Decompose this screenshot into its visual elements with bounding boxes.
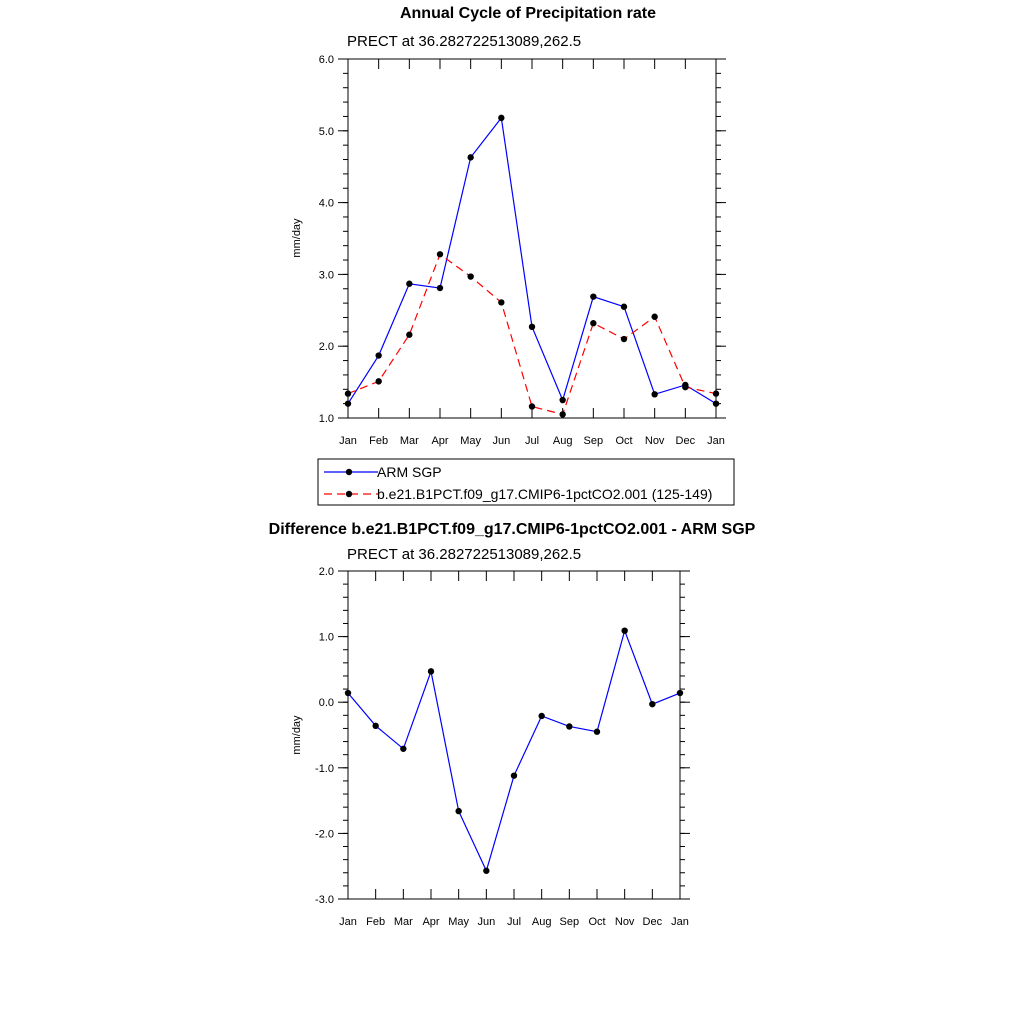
y-tick-label: 2.0	[319, 341, 334, 353]
x-tick-label: Apr	[431, 435, 448, 447]
data-point	[528, 403, 536, 410]
data-point	[372, 722, 379, 730]
y-tick-label: 4.0	[319, 198, 334, 210]
y-tick-label: 2.0	[319, 566, 334, 578]
legend-label: b.e21.B1PCT.f09_g17.CMIP6-1pctCO2.001 (1…	[377, 486, 712, 502]
data-point	[712, 400, 720, 407]
data-point	[712, 390, 720, 397]
x-tick-label: Oct	[615, 435, 632, 447]
y-tick-label: 3.0	[319, 269, 334, 281]
x-tick-label: Feb	[366, 916, 385, 928]
data-point	[406, 280, 413, 287]
x-tick-label: Aug	[553, 435, 573, 447]
chart-subtitle: PRECT at 36.282722513089,262.5	[347, 33, 581, 50]
plot-frame	[347, 58, 717, 419]
data-point	[406, 331, 413, 338]
x-tick-label: May	[460, 435, 481, 447]
data-point	[344, 390, 352, 397]
x-tick-label: Jun	[492, 435, 510, 447]
y-tick-label: 1.0	[319, 632, 334, 644]
data-point	[590, 320, 597, 327]
chart-panel-1: Annual Cycle of Precipitation rate PRECT …	[291, 5, 735, 506]
x-tick-label: Jun	[477, 916, 495, 928]
chart-title: Difference b.e21.B1PCT.f09_g17.CMIP6-1pc…	[269, 521, 756, 538]
data-point	[467, 154, 474, 161]
legend-label: ARM SGP	[377, 464, 442, 480]
x-tick-label: Sep	[560, 916, 580, 928]
data-point	[455, 807, 462, 815]
legend-marker	[345, 490, 353, 498]
x-tick-label: Aug	[532, 916, 552, 928]
data-point	[559, 396, 566, 404]
y-tick-label: 6.0	[319, 54, 334, 66]
x-tick-label: Jan	[339, 435, 357, 447]
data-point	[682, 383, 689, 391]
data-point	[651, 313, 658, 320]
data-point	[510, 772, 518, 779]
legend-marker	[345, 468, 353, 476]
data-point	[375, 352, 382, 359]
data-point	[621, 627, 628, 634]
y-tick-label: 5.0	[319, 126, 334, 138]
x-tick-label: Dec	[676, 435, 696, 447]
data-point	[436, 284, 444, 292]
data-point	[528, 323, 536, 331]
data-point	[651, 391, 658, 398]
data-point	[344, 689, 352, 697]
data-point	[620, 335, 628, 343]
y-tick-label: 0.0	[319, 697, 334, 709]
y-axis-label: mm/day	[291, 715, 303, 755]
data-point	[566, 723, 573, 730]
data-point	[427, 668, 435, 675]
data-point	[649, 700, 656, 708]
data-point	[538, 712, 545, 720]
y-axis-label: mm/day	[291, 218, 303, 258]
x-tick-label: Jan	[339, 916, 357, 928]
data-point	[676, 689, 684, 697]
x-tick-label: Mar	[394, 916, 413, 928]
data-point	[375, 378, 382, 385]
chart-subtitle: PRECT at 36.282722513089,262.5	[347, 546, 581, 563]
data-point	[593, 728, 601, 735]
x-tick-label: Dec	[643, 916, 663, 928]
x-tick-label: Apr	[422, 916, 439, 928]
data-point	[498, 299, 505, 306]
x-tick-label: Nov	[615, 916, 635, 928]
data-point	[498, 114, 505, 122]
legend: ARM SGP b.e21.B1PCT.f09_g17.CMIP6-1pctCO2…	[317, 458, 735, 506]
y-tick-label: -3.0	[315, 894, 334, 906]
x-tick-label: Mar	[400, 435, 419, 447]
x-tick-label: Feb	[369, 435, 388, 447]
series-line-1	[347, 628, 681, 873]
x-tick-label: Jul	[507, 916, 521, 928]
chart-title: Annual Cycle of Precipitation rate	[400, 5, 656, 22]
chart-panel-2: Difference b.e21.B1PCT.f09_g17.CMIP6-1pc…	[269, 521, 756, 928]
series-line-1	[347, 116, 717, 405]
legend-box	[317, 458, 735, 506]
data-point	[436, 251, 444, 258]
x-tick-label: May	[448, 916, 469, 928]
data-point	[467, 273, 474, 280]
y-tick-label: 1.0	[319, 413, 334, 425]
x-tick-label: Sep	[584, 435, 604, 447]
y-tick-label: -1.0	[315, 763, 334, 775]
x-tick-label: Oct	[588, 916, 605, 928]
plot-frame	[347, 570, 681, 900]
x-tick-label: Jan	[707, 435, 725, 447]
data-point	[559, 411, 566, 418]
data-point	[590, 293, 597, 300]
data-point	[483, 867, 490, 874]
y-tick-label: -2.0	[315, 828, 334, 840]
x-tick-label: Jul	[525, 435, 539, 447]
x-tick-label: Nov	[645, 435, 665, 447]
x-tick-label: Jan	[671, 916, 689, 928]
series-line-2	[347, 253, 717, 416]
data-point	[400, 745, 407, 752]
data-point	[620, 303, 628, 310]
data-point	[344, 400, 352, 407]
